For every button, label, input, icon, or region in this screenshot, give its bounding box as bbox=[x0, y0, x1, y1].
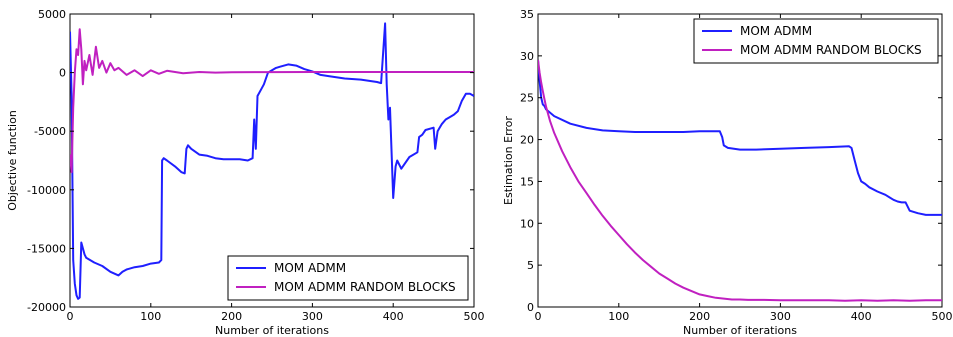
y-tick-label: 20 bbox=[520, 134, 534, 147]
y-tick-label: 35 bbox=[520, 8, 534, 21]
y-tick-label: -15000 bbox=[27, 242, 66, 255]
x-tick-label: 200 bbox=[221, 310, 242, 323]
x-tick-label: 100 bbox=[608, 310, 629, 323]
legend-label: MOM ADMM RANDOM BLOCKS bbox=[740, 43, 922, 57]
series-lines bbox=[70, 22, 474, 300]
y-tick-label: -20000 bbox=[27, 301, 66, 314]
x-tick-label: 500 bbox=[932, 310, 953, 323]
y-tick-label: 15 bbox=[520, 175, 534, 188]
legend-label: MOM ADMM RANDOM BLOCKS bbox=[274, 280, 456, 294]
series-line-mom-admm bbox=[538, 59, 942, 216]
y-tick-label: 5 bbox=[527, 259, 534, 272]
legend: MOM ADMM MOM ADMM RANDOM BLOCKS bbox=[693, 18, 939, 64]
x-axis-label: Number of iterations bbox=[215, 324, 329, 337]
y-tick-label: -5000 bbox=[34, 125, 66, 138]
y-tick-label: 0 bbox=[59, 67, 66, 80]
x-tick-label: 0 bbox=[67, 310, 74, 323]
y-axis-label: Estimation Error bbox=[502, 116, 515, 205]
x-tick-label: 200 bbox=[689, 310, 710, 323]
legend: MOM ADMM MOM ADMM RANDOM BLOCKS bbox=[227, 255, 469, 301]
series-line-mom-admm-random-blocks bbox=[538, 59, 942, 302]
estimation-error-chart: 0 100 200 300 400 500 0 5 10 15 20 25 30 35 Number of … bbox=[502, 8, 953, 337]
x-tick-label: 0 bbox=[535, 310, 542, 323]
y-axis-label: Objective function bbox=[6, 110, 19, 211]
y-tick-label: 25 bbox=[520, 92, 534, 105]
y-tick-label: 10 bbox=[520, 217, 534, 230]
y-tick-label: 30 bbox=[520, 50, 534, 63]
legend-box bbox=[693, 18, 939, 64]
legend-label: MOM ADMM bbox=[274, 261, 346, 275]
legend-label: MOM ADMM bbox=[740, 24, 812, 38]
series-line-mom-admm-random-blocks bbox=[70, 28, 474, 174]
series-line-mom-admm bbox=[70, 22, 474, 300]
y-tick-label: 0 bbox=[527, 301, 534, 314]
x-tick-label: 400 bbox=[383, 310, 404, 323]
x-tick-label: 300 bbox=[770, 310, 791, 323]
x-tick-label: 400 bbox=[851, 310, 872, 323]
x-tick-label: 100 bbox=[140, 310, 161, 323]
legend-box bbox=[227, 255, 469, 301]
x-tick-label: 300 bbox=[302, 310, 323, 323]
x-axis-label: Number of iterations bbox=[683, 324, 797, 337]
series-lines bbox=[538, 59, 942, 302]
y-tick-label: 5000 bbox=[38, 8, 66, 21]
y-tick-label: -10000 bbox=[27, 184, 66, 197]
x-tick-label: 500 bbox=[464, 310, 485, 323]
objective-function-chart: 0 100 200 300 400 500 5000 0 -5000 -10000 -15000 -2… bbox=[6, 8, 485, 337]
